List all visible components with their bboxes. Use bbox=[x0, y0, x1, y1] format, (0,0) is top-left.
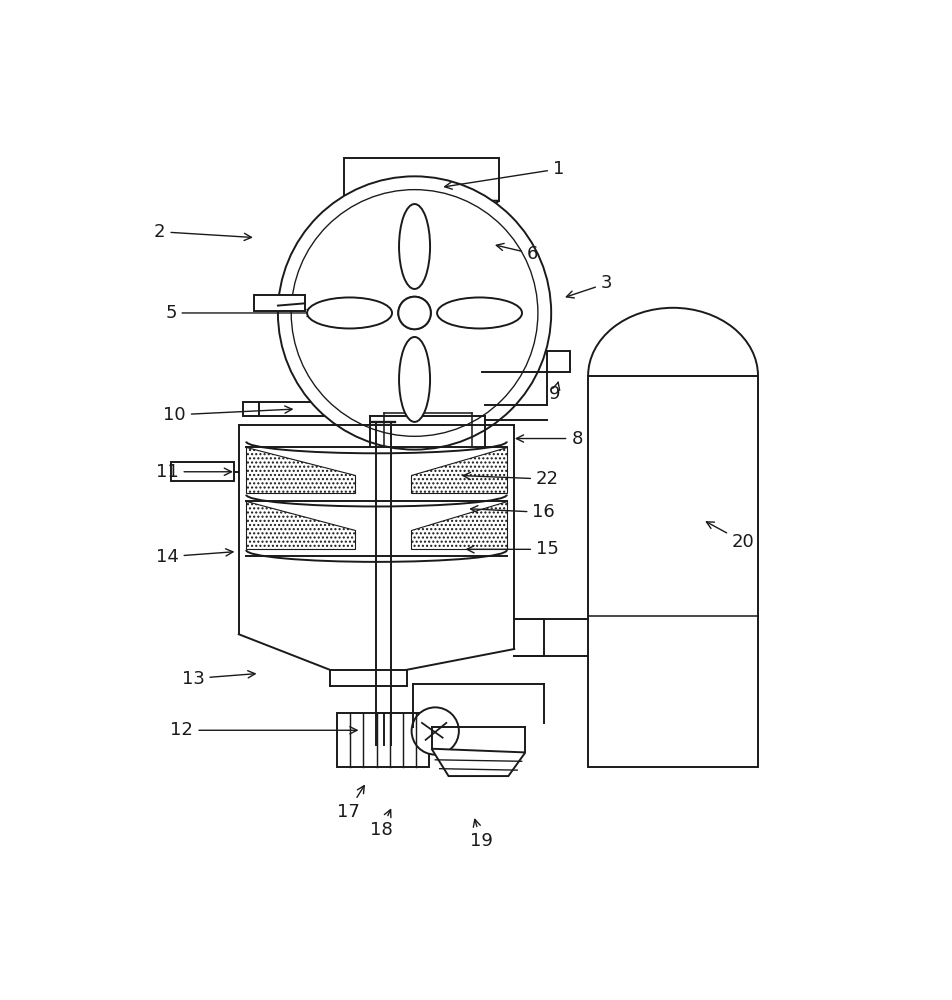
Circle shape bbox=[411, 707, 459, 755]
Text: 14: 14 bbox=[155, 548, 232, 566]
Bar bbox=[344, 158, 499, 201]
Text: 15: 15 bbox=[466, 540, 559, 558]
Bar bbox=[243, 402, 369, 416]
Bar bbox=[371, 413, 395, 422]
Text: 17: 17 bbox=[336, 786, 364, 821]
Bar bbox=[587, 376, 757, 767]
Ellipse shape bbox=[399, 337, 429, 422]
Text: 1: 1 bbox=[445, 160, 564, 189]
Text: 19: 19 bbox=[469, 819, 492, 850]
Ellipse shape bbox=[437, 297, 522, 328]
Text: 3: 3 bbox=[565, 274, 612, 298]
Circle shape bbox=[278, 176, 550, 450]
Text: 20: 20 bbox=[705, 522, 754, 551]
Text: 5: 5 bbox=[165, 304, 314, 322]
Text: 8: 8 bbox=[516, 430, 582, 448]
Bar bbox=[546, 351, 569, 372]
Text: 9: 9 bbox=[548, 382, 560, 403]
Ellipse shape bbox=[399, 204, 429, 289]
Text: 16: 16 bbox=[470, 503, 555, 521]
Polygon shape bbox=[431, 749, 525, 776]
Circle shape bbox=[398, 297, 430, 329]
Text: 13: 13 bbox=[181, 670, 255, 688]
Text: 6: 6 bbox=[496, 243, 538, 263]
Bar bbox=[170, 462, 233, 481]
Polygon shape bbox=[344, 201, 499, 232]
Circle shape bbox=[398, 297, 430, 329]
Text: 12: 12 bbox=[170, 721, 357, 739]
Ellipse shape bbox=[307, 297, 391, 328]
Text: 22: 22 bbox=[463, 470, 559, 488]
Text: 2: 2 bbox=[154, 223, 251, 241]
Text: 11: 11 bbox=[155, 463, 231, 481]
Text: 10: 10 bbox=[163, 406, 291, 424]
Text: 18: 18 bbox=[369, 810, 392, 839]
Bar bbox=[254, 295, 305, 311]
Bar bbox=[337, 713, 428, 767]
